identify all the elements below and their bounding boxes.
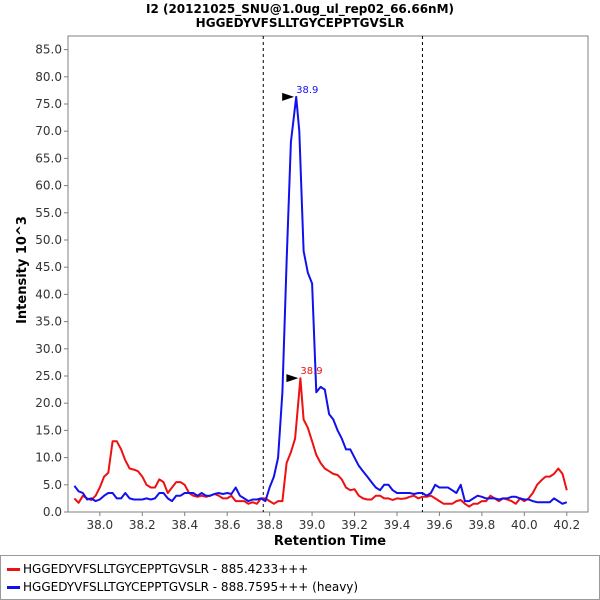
x-tick-label: 39.6	[426, 518, 453, 532]
legend-item-light: HGGEDYVFSLLTGYCEPPTGVSLR - 885.4233+++	[7, 560, 308, 578]
peak-marker-arrow	[282, 92, 295, 101]
peak-annotations: 38.9 38.9	[282, 85, 323, 383]
y-tick-label: 30.0	[35, 342, 62, 356]
legend: HGGEDYVFSLLTGYCEPPTGVSLR - 885.4233+++ H…	[0, 555, 600, 600]
y-tick-label: 20.0	[35, 396, 62, 410]
y-tick-label: 70.0	[35, 124, 62, 138]
chart-subtitle: HGGEDYVFSLLTGYCEPPTGVSLR	[196, 16, 405, 30]
x-tick-label: 38.8	[256, 518, 283, 532]
chromatogram-chart: I2 (20121025_SNU@1.0ug_ul_rep02_66.66nM)…	[15, 2, 589, 549]
y-tick-label: 15.0	[35, 423, 62, 437]
peak-marker-arrow	[286, 374, 299, 383]
x-tick-label: 38.6	[214, 518, 241, 532]
y-tick-label: 40.0	[35, 287, 62, 301]
y-axis: 0.0 5.0 10.0 15.0 20.0 25.0 30.0 35.0 40.0 45.0 50…	[35, 43, 68, 519]
y-tick-label: 55.0	[35, 206, 62, 220]
legend-swatch-red	[7, 567, 20, 571]
x-tick-label: 38.4	[171, 518, 198, 532]
x-tick-label: 40.0	[511, 518, 538, 532]
y-tick-label: 60.0	[35, 179, 62, 193]
integration-boundaries	[262, 36, 423, 512]
legend-label-light: HGGEDYVFSLLTGYCEPPTGVSLR - 885.4233+++	[23, 562, 309, 576]
y-tick-label: 85.0	[35, 43, 62, 57]
x-tick-label: 39.8	[469, 518, 496, 532]
legend-swatch-blue	[7, 585, 20, 589]
x-tick-label: 38.0	[86, 518, 113, 532]
series-layer	[73, 95, 568, 508]
x-tick-label: 38.2	[129, 518, 156, 532]
x-axis: 38.0 38.2 38.4 38.6 38.8 39.0 39.2 39.4 39.6 39.8…	[86, 512, 580, 532]
chart-title: I2 (20121025_SNU@1.0ug_ul_rep02_66.66nM)	[146, 2, 454, 17]
y-tick-label: 25.0	[35, 369, 62, 383]
y-tick-label: 75.0	[35, 97, 62, 111]
y-tick-label: 50.0	[35, 233, 62, 247]
y-tick-label: 65.0	[35, 151, 62, 165]
y-tick-label: 0.0	[43, 505, 62, 519]
y-tick-label: 80.0	[35, 70, 62, 84]
y-tick-label: 35.0	[35, 315, 62, 329]
plot-area: 0.0 5.0 10.0 15.0 20.0 25.0 30.0 35.0 40.0 45.0 50…	[35, 35, 589, 532]
series-line-light	[73, 377, 568, 508]
legend-item-heavy: HGGEDYVFSLLTGYCEPPTGVSLR - 888.7595+++ (…	[7, 578, 358, 596]
peak-rt-label: 38.9	[300, 366, 322, 377]
x-tick-label: 39.0	[299, 518, 326, 532]
y-tick-label: 5.0	[43, 478, 62, 492]
y-tick-label: 10.0	[35, 451, 62, 465]
peak-rt-label: 38.9	[296, 85, 318, 96]
x-axis-title: Retention Time	[274, 534, 386, 549]
x-tick-label: 39.4	[384, 518, 411, 532]
x-tick-label: 39.2	[341, 518, 368, 532]
x-tick-label: 40.2	[553, 518, 580, 532]
series-line-heavy	[73, 95, 568, 505]
y-tick-label: 45.0	[35, 260, 62, 274]
y-axis-title: Intensity 10^3	[15, 216, 30, 324]
legend-label-heavy: HGGEDYVFSLLTGYCEPPTGVSLR - 888.7595+++ (…	[23, 580, 359, 594]
plot-frame	[67, 35, 589, 513]
